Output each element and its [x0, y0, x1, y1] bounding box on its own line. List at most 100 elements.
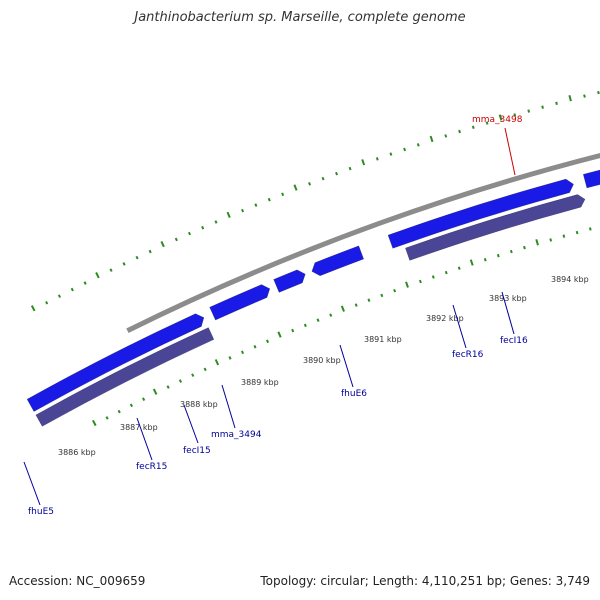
inner-tick-26 — [418, 279, 422, 284]
inner-tick-17 — [303, 323, 307, 328]
map-title: Janthinobacterium sp. Marseille, complet… — [134, 10, 466, 25]
leader-line-mma-3498 — [504, 127, 516, 176]
inner-tick-20 — [340, 305, 345, 312]
inner-tick-22 — [367, 298, 371, 302]
tick-label-5: 3891 kbp — [364, 335, 402, 344]
tick-labels: 3886 kbp 3887 kbp 3888 kbp 3889 kbp 3890 kbp… — [58, 275, 589, 457]
inner-tick-7 — [178, 379, 183, 383]
gene-label-fhue5: fhuE5 — [28, 507, 54, 517]
outer-tick-0 — [30, 305, 36, 312]
inner-tick-8 — [191, 373, 195, 377]
inner-tick-21 — [354, 303, 358, 307]
inner-tick-10 — [214, 359, 220, 366]
outer-tick-18 — [267, 197, 271, 202]
outer-tick-38 — [541, 105, 544, 109]
feature-tracks — [26, 153, 600, 427]
leader-line-fhue5 — [23, 461, 41, 506]
leader-line-fecr15 — [136, 417, 153, 461]
cds-forward-fecR16 — [583, 169, 600, 189]
outer-tick-28 — [403, 147, 407, 152]
inner-tick-38 — [575, 230, 579, 235]
outer-tick-5 — [95, 272, 100, 279]
outer-tick-35 — [498, 114, 503, 121]
outer-tick-3 — [70, 287, 74, 292]
inner-tick-1 — [105, 416, 109, 420]
inner-tick-33 — [509, 249, 513, 254]
tick-marks — [30, 90, 600, 427]
outer-tick-42 — [597, 90, 600, 95]
tick-label-2: 3888 kbp — [180, 400, 218, 409]
inner-tick-23 — [380, 293, 384, 298]
outer-tick-1 — [45, 301, 49, 305]
outer-tick-33 — [471, 125, 475, 129]
outer-tick-29 — [416, 143, 420, 147]
outer-tick-26 — [375, 157, 379, 161]
inner-tick-35 — [535, 239, 539, 246]
accession-text: Accession: NC_009659 — [9, 574, 146, 588]
outer-tick-17 — [254, 203, 258, 207]
tick-label-4: 3890 kbp — [303, 356, 341, 365]
tick-label-1: 3887 kbp — [120, 423, 158, 432]
tick-label-0: 3886 kbp — [58, 448, 96, 457]
outer-tick-10 — [160, 240, 165, 248]
inner-tick-6 — [166, 385, 170, 389]
inner-tick-15 — [277, 331, 282, 338]
outer-tick-13 — [201, 225, 205, 230]
outer-tick-4 — [83, 281, 87, 285]
leader-line-feci15 — [183, 404, 199, 444]
inner-tick-25 — [405, 281, 409, 288]
inner-tick-32 — [496, 253, 500, 258]
outer-tick-8 — [135, 255, 139, 260]
outer-tick-21 — [308, 182, 312, 186]
outer-tick-14 — [214, 220, 218, 224]
leader-line-mma-3494 — [221, 384, 236, 429]
outer-tick-37 — [527, 109, 531, 113]
inner-tick-2 — [117, 409, 121, 414]
outer-tick-25 — [361, 159, 366, 166]
inner-tick-18 — [316, 318, 320, 322]
inner-tick-29 — [457, 266, 461, 270]
outer-tick-6 — [109, 268, 113, 272]
gene-label-fhue6: fhuE6 — [341, 389, 367, 399]
tick-label-6: 3892 kbp — [426, 314, 464, 323]
inner-tick-24 — [393, 288, 397, 293]
inner-tick-3 — [129, 403, 133, 408]
outer-tick-27 — [389, 152, 393, 156]
gene-label-mma-3498: mma_3498 — [472, 115, 523, 125]
outer-tick-22 — [321, 176, 325, 181]
outer-tick-15 — [226, 211, 231, 218]
cds-reverse-fhuE6-region — [405, 194, 586, 261]
inner-tick-11 — [228, 356, 232, 360]
outer-tick-23 — [335, 171, 339, 176]
cds-forward-mma3494 — [311, 245, 364, 276]
outer-tick-32 — [458, 129, 461, 134]
inner-tick-5 — [152, 388, 158, 395]
outer-tick-20 — [293, 184, 298, 191]
backbone-line — [126, 153, 600, 333]
inner-tick-37 — [562, 234, 566, 238]
inner-tick-9 — [203, 367, 207, 372]
outer-tick-7 — [122, 262, 126, 266]
genome-summary-text: Topology: circular; Length: 4,110,251 bp… — [260, 574, 590, 588]
gene-label-mma-3494: mma_3494 — [211, 430, 262, 440]
outer-tick-24 — [348, 166, 352, 171]
inner-tick-4 — [142, 397, 146, 401]
leader-line-fecr16 — [452, 304, 467, 349]
inner-tick-39 — [588, 227, 592, 231]
outer-tick-19 — [281, 192, 285, 197]
outer-tick-34 — [485, 121, 489, 125]
inner-tick-31 — [483, 258, 487, 262]
cds-forward-fecR15 — [209, 284, 270, 321]
outer-tick-11 — [174, 237, 178, 242]
gene-label-feci16: fecI16 — [500, 336, 528, 346]
gene-label-feci15: fecI15 — [183, 446, 211, 456]
outer-tick-2 — [57, 294, 62, 298]
cds-reverse-fhuE5-region — [35, 327, 215, 427]
cds-forward-fhuE5 — [26, 313, 205, 412]
tick-label-7: 3893 kbp — [489, 294, 527, 303]
outer-tick-39 — [555, 101, 558, 106]
outer-tick-40 — [568, 95, 572, 102]
inner-tick-27 — [431, 275, 435, 279]
